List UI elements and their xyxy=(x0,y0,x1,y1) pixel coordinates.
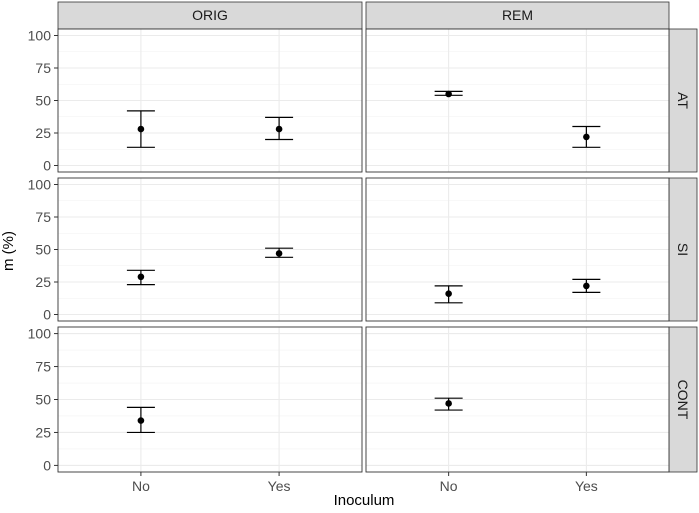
row-strip-cont: CONT xyxy=(668,326,698,473)
y-tick-label: 50 xyxy=(35,392,51,408)
column-strip-orig: ORIG xyxy=(57,1,363,30)
column-strip-orig-label: ORIG xyxy=(192,7,228,23)
y-tick-label: 0 xyxy=(43,307,51,323)
y-tick-label: 100 xyxy=(28,326,52,342)
y-tick-label: 0 xyxy=(43,457,51,473)
column-strip-rem-label: REM xyxy=(502,7,533,23)
panel-si-rem-point-yes xyxy=(583,282,590,290)
y-tick-label: 50 xyxy=(35,242,51,258)
y-tick-label: 75 xyxy=(35,359,51,375)
panel-at-rem xyxy=(365,28,670,173)
panel-at-rem-point-yes xyxy=(583,133,590,141)
row-strip-at: AT xyxy=(668,28,698,173)
column-strip-orig-bg xyxy=(57,1,363,30)
panel-cont-rem-border xyxy=(365,326,670,473)
panel-si-orig-point-yes xyxy=(275,250,283,257)
panel-si-orig-point-no xyxy=(137,273,145,281)
panel-cont-rem-point-no xyxy=(445,400,452,407)
panel-si-orig xyxy=(57,177,363,322)
y-tick-label: 100 xyxy=(28,177,52,193)
y-tick-label: 25 xyxy=(35,274,51,290)
row-strip-si: SI xyxy=(668,177,698,322)
y-tick-label: 75 xyxy=(35,60,51,76)
panels-layer: 0 25 50 75 100 0 25 50 75 100 0 25 50 75 100 No Yes No Yes xyxy=(28,28,670,494)
panel-si-rem-point-no xyxy=(445,290,452,298)
panel-si-rem xyxy=(365,177,670,322)
y-tick-label: 50 xyxy=(35,93,51,109)
panel-at-orig xyxy=(57,28,363,173)
column-strip-rem: REM xyxy=(365,1,670,30)
row-strip-cont-label: CONT xyxy=(675,380,691,420)
row-strip-at-bg xyxy=(668,28,698,173)
panel-at-orig-point-no xyxy=(137,125,145,133)
x-axis-title: Inoculum xyxy=(334,492,395,509)
row-strip-cont-bg xyxy=(668,326,698,473)
panel-cont-orig xyxy=(57,326,363,473)
panel-at-rem-point-no xyxy=(445,90,452,98)
y-axis-title: m (%) xyxy=(0,231,17,271)
y-tick-label: 25 xyxy=(35,125,51,141)
column-strip-rem-bg xyxy=(365,1,670,30)
y-tick-label: 75 xyxy=(35,209,51,225)
row-strip-si-label: SI xyxy=(675,243,691,256)
y-tick-label: 25 xyxy=(35,424,51,440)
panel-at-rem-border xyxy=(365,28,670,173)
panel-si-rem-border xyxy=(365,177,670,322)
x-tick-label: No xyxy=(132,478,150,494)
x-tick-label: No xyxy=(440,478,458,494)
row-strip-si-bg xyxy=(668,177,698,322)
y-tick-label: 100 xyxy=(28,28,52,44)
x-tick-label: Yes xyxy=(575,478,598,494)
panel-at-orig-point-yes xyxy=(275,125,283,133)
panel-cont-orig-point-no xyxy=(137,417,145,424)
x-tick-label: Yes xyxy=(268,478,291,494)
panel-cont-rem xyxy=(365,326,670,473)
row-strip-at-label: AT xyxy=(675,92,691,109)
y-tick-label: 0 xyxy=(43,158,51,174)
